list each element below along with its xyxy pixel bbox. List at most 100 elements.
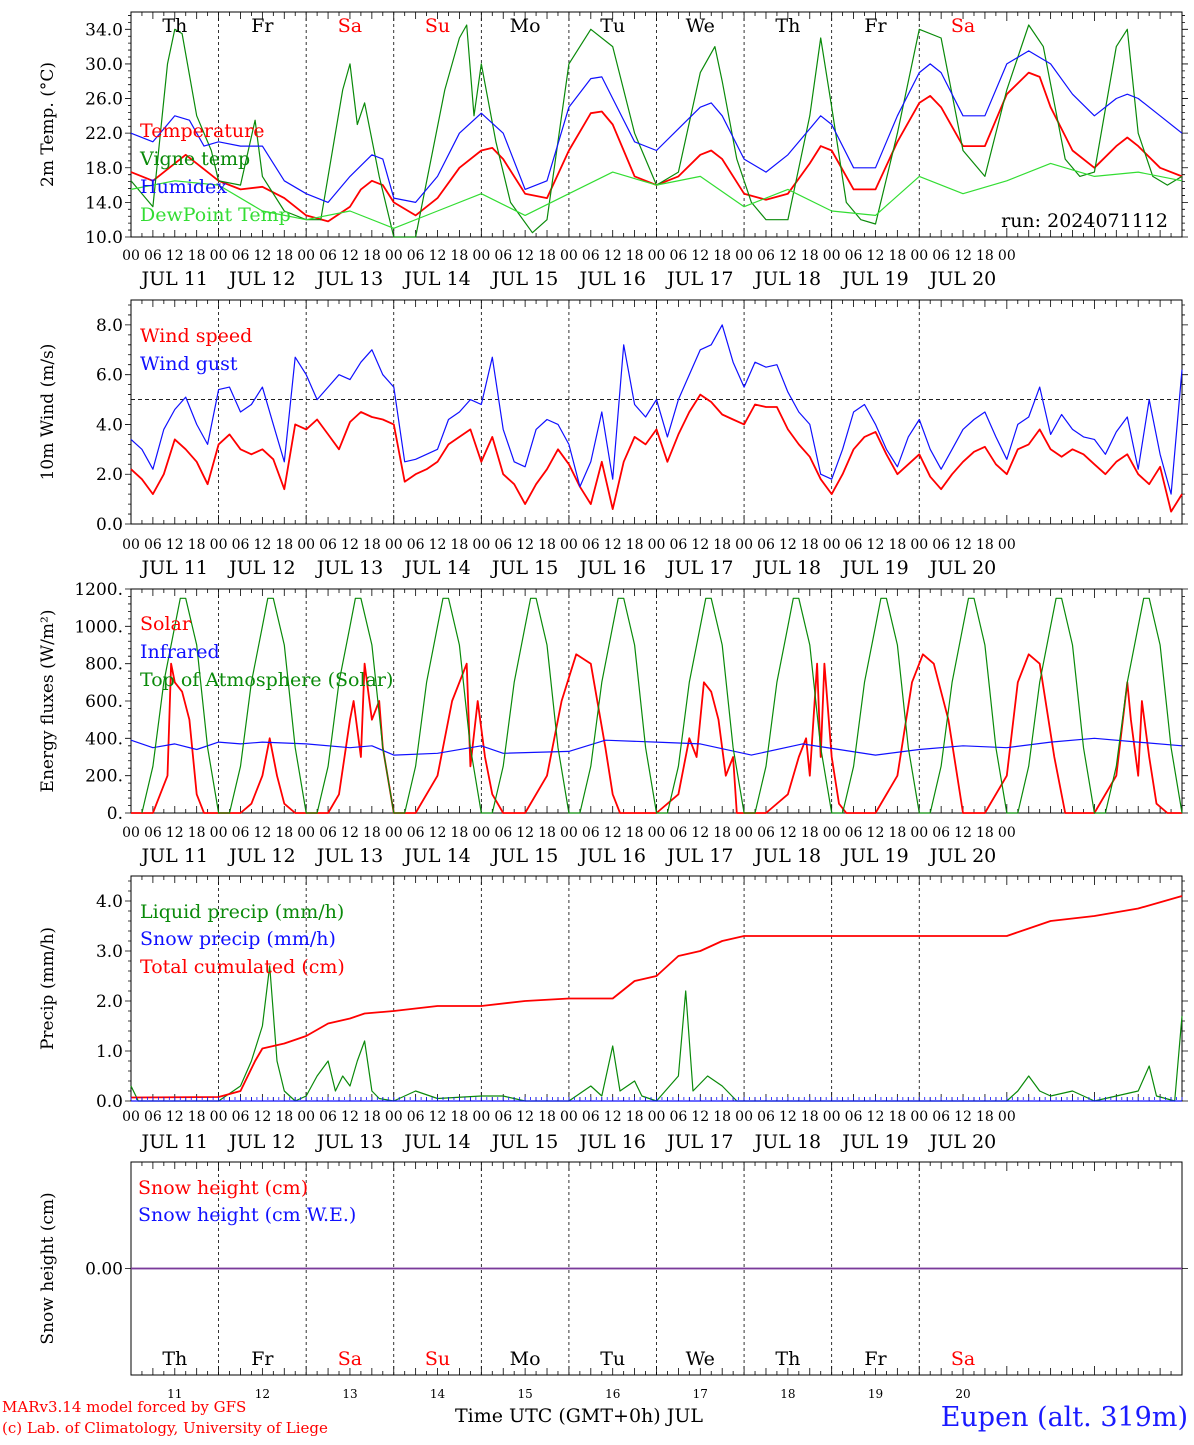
hour-tick-label: 12 [166,248,184,264]
date-label: JUL 19 [840,268,908,290]
day-of-week-label: Th [775,15,800,37]
y-tick-label: 4.0 [96,892,123,912]
date-label: JUL 15 [490,557,558,579]
x-minor-ticks [130,589,1183,813]
hour-tick-label: 00 [910,825,928,841]
day-of-week-label: Sa [951,15,975,37]
hour-tick-label: 00 [910,248,928,264]
y-tick-label: 1200. [74,580,123,600]
y-tick-label: 800. [85,655,123,675]
legend-entry: Top of Atmosphere (Solar) [140,669,393,691]
day-number-label: 18 [780,1387,795,1401]
hour-tick-label: 12 [604,248,622,264]
lab-credit: (c) Lab. of Climatology, University of L… [2,1419,328,1437]
y-ticks [125,15,1188,238]
y-tick-label: 6.0 [96,366,123,386]
day-number-label: 12 [255,1387,270,1401]
hour-tick-label: 00 [297,537,315,553]
y-tick-label: 0.0 [96,1092,123,1112]
series-total-cumulated-cm--line [130,895,1183,1099]
hour-tick-label: 18 [188,1109,206,1125]
hour-tick-label: 06 [232,248,250,264]
hour-tick-label: 12 [867,825,885,841]
hour-tick-label: 06 [319,1109,337,1125]
hour-tick-label: 00 [210,1109,228,1125]
date-label: JUL 13 [315,1131,383,1153]
hour-tick-label: 00 [735,825,753,841]
hour-tick-label: 12 [429,825,447,841]
hour-tick-label: 12 [604,825,622,841]
hour-tick-label: 00 [385,1109,403,1125]
day-of-week-label: Su [425,15,450,37]
hour-tick-label: 18 [188,537,206,553]
panel-4: 0.00 Snow height (cm) Snow height (cm) Snow… [38,1161,1188,1401]
hour-tick-label: 12 [691,248,709,264]
date-label: JUL 18 [753,268,821,290]
hour-tick-label: 18 [888,248,906,264]
date-label: JUL 14 [402,557,470,579]
hour-tick-label: 12 [779,537,797,553]
hour-tick-label: 00 [210,825,228,841]
hour-tick-label: 00 [210,248,228,264]
date-label: JUL 17 [665,557,733,579]
day-of-week-label: Mo [510,1348,541,1370]
y-tick-label: 0.0 [96,515,123,535]
legend-entry: DewPoint Temp [140,204,291,226]
hour-tick-label: 00 [560,537,578,553]
hour-tick-label: 18 [275,825,293,841]
hour-tick-label: 18 [888,537,906,553]
hour-tick-label: 06 [319,537,337,553]
hour-tick-label: 18 [976,825,994,841]
hour-tick-label: 00 [385,248,403,264]
hour-tick-label: 06 [932,1109,950,1125]
day-of-week-label: Fr [251,1348,274,1370]
panel-2: 0. 200. 400. 600. 800. 1000. 1200. Energy fluxe… [38,580,1188,867]
hour-tick-label: 12 [867,537,885,553]
hour-tick-label: 00 [998,537,1016,553]
hour-tick-label: 06 [669,537,687,553]
hour-tick-label: 06 [845,248,863,264]
date-label: JUL 13 [315,557,383,579]
hour-tick-label: 00 [823,825,841,841]
date-label: JUL 13 [315,845,383,867]
date-label: JUL 18 [753,557,821,579]
legend-entry: Snow precip (mm/h) [140,928,336,950]
hour-tick-label: 06 [845,1109,863,1125]
hour-tick-label: 12 [604,537,622,553]
series-wind-gust-line [130,324,1183,495]
hour-tick-label: 12 [516,825,534,841]
panel-frame [130,299,1183,525]
date-label: JUL 15 [490,845,558,867]
day-of-week-label: Fr [864,1348,887,1370]
legend-entry: Solar [140,613,192,635]
y-tick-label: 200. [85,767,123,787]
date-label: JUL 19 [840,1131,908,1153]
hour-tick-label: 00 [385,537,403,553]
hour-tick-label: 12 [253,825,271,841]
hour-tick-label: 00 [648,537,666,553]
y-axis-label: 2m Temp. (°C) [38,62,58,187]
hour-tick-label: 18 [275,248,293,264]
y-axis-label: Snow height (cm) [38,1192,58,1344]
date-label: JUL 16 [577,268,645,290]
hour-tick-label: 12 [954,248,972,264]
hour-tick-label: 18 [275,1109,293,1125]
date-label: JUL 18 [753,1131,821,1153]
hour-tick-label: 12 [429,248,447,264]
hour-tick-label: 18 [363,248,381,264]
hour-tick-label: 18 [976,537,994,553]
y-tick-label: 600. [85,692,123,712]
hour-tick-label: 12 [867,248,885,264]
hour-tick-label: 18 [888,825,906,841]
hour-tick-label: 18 [363,825,381,841]
hour-tick-label: 06 [494,825,512,841]
hour-tick-label: 00 [472,825,490,841]
hour-tick-label: 18 [626,537,644,553]
hour-tick-label: 06 [407,248,425,264]
hour-tick-label: 06 [582,248,600,264]
legend-entry: Wind gust [140,353,238,375]
y-tick-label: 14.0 [85,193,123,213]
hour-tick-label: 06 [494,537,512,553]
hour-tick-label: 12 [516,537,534,553]
legend-entry: Wind speed [140,325,252,347]
